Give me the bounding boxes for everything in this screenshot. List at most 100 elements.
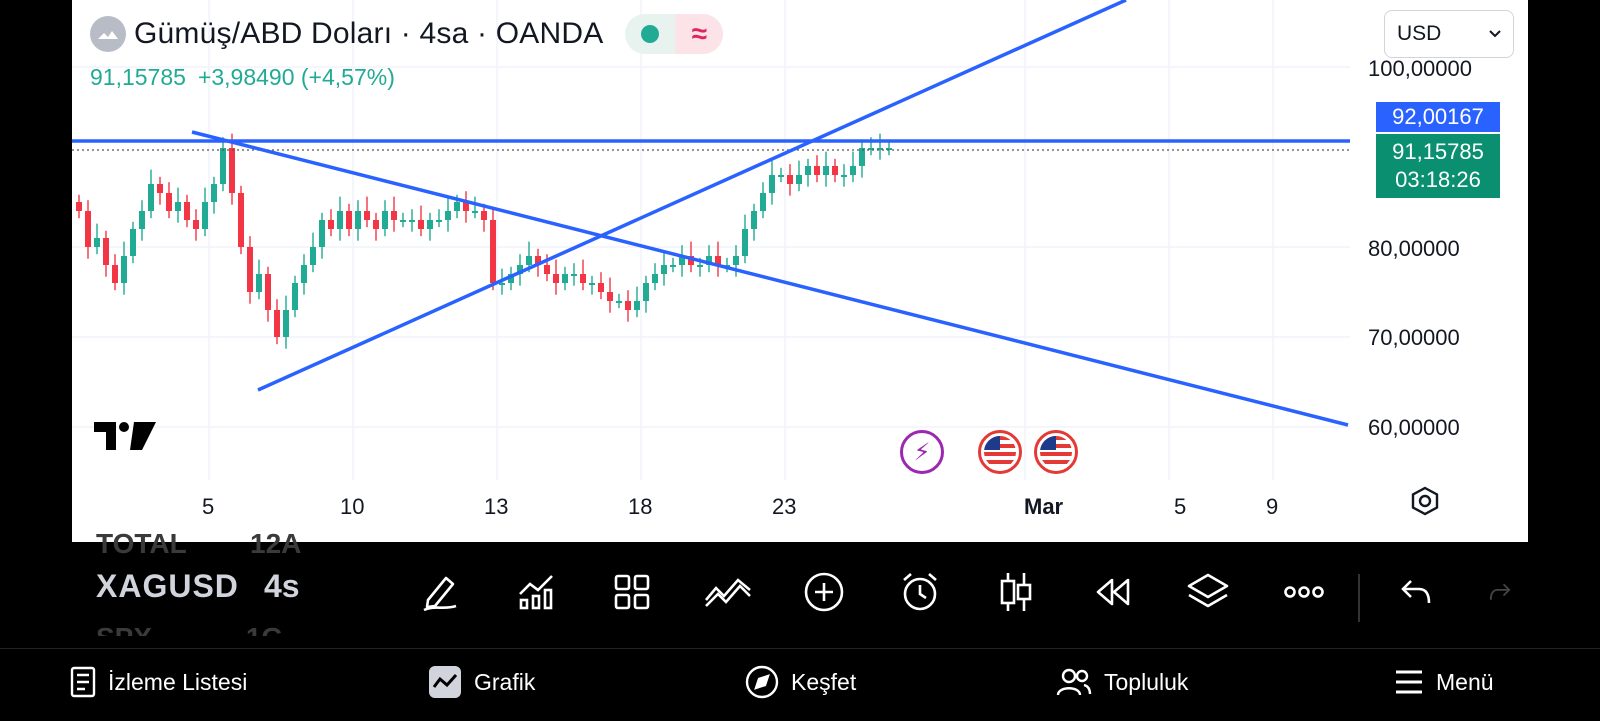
- descending-trendline: [191, 130, 1349, 427]
- candle-body: [706, 256, 712, 265]
- layouts-icon[interactable]: [608, 568, 656, 616]
- candle-body: [760, 193, 766, 211]
- candle-body: [670, 265, 676, 267]
- candle-body: [832, 166, 838, 175]
- candle-body: [661, 265, 667, 274]
- nav-watchlist-label: İzleme Listesi: [108, 668, 248, 695]
- candle-body: [139, 211, 145, 229]
- candle-body: [400, 220, 406, 222]
- candle-body: [94, 238, 100, 247]
- candle-body: [184, 202, 190, 220]
- time-axis-label: 23: [772, 494, 797, 519]
- candle-body: [868, 148, 874, 150]
- silver-logo-icon: [90, 16, 126, 52]
- candle-body: [859, 148, 865, 166]
- candle-body: [427, 220, 433, 229]
- candle-body: [310, 247, 316, 265]
- chart-settings-icon[interactable]: [1410, 486, 1440, 521]
- candle-body: [409, 220, 415, 222]
- candle-body: [481, 211, 487, 220]
- bar-countdown: 03:18:26: [1395, 167, 1481, 192]
- candle-body: [625, 301, 631, 310]
- candle-body: [544, 265, 550, 274]
- toolbar-divider: [1358, 574, 1360, 622]
- time-axis-label: 5: [1174, 494, 1187, 519]
- candle-body: [157, 184, 163, 193]
- candle-body: [130, 229, 136, 256]
- candle-body: [769, 175, 775, 193]
- candle-body: [328, 220, 334, 229]
- candle-body: [850, 166, 856, 175]
- candle-body: [517, 265, 523, 274]
- last-price-tag: 91,15785 03:18:26: [1376, 134, 1500, 198]
- symbol-header[interactable]: Gümüş/ABD Doları · 4sa · OANDA ≈: [90, 14, 724, 54]
- flash-event-icon[interactable]: ⚡: [900, 430, 944, 474]
- candle-body: [148, 184, 154, 211]
- candle-body: [490, 220, 496, 283]
- candle-body: [751, 211, 757, 229]
- candle-body: [229, 148, 235, 193]
- candle-body: [499, 283, 505, 285]
- candle-body: [733, 256, 739, 265]
- us-flag-event-icon[interactable]: [1034, 430, 1078, 474]
- candle-body: [796, 175, 802, 184]
- nav-community[interactable]: Topluluk: [1056, 654, 1188, 710]
- candle-body: [373, 220, 379, 229]
- nav-chart[interactable]: Grafik: [428, 654, 535, 710]
- alarm-icon[interactable]: [896, 568, 944, 616]
- candle-body: [508, 274, 514, 283]
- status-pill[interactable]: ≈: [625, 14, 724, 54]
- ascending-trendline: [257, 0, 1127, 392]
- candle-body: [886, 148, 892, 150]
- community-icon: [1056, 668, 1092, 696]
- candle-body: [535, 256, 541, 265]
- candle-body: [382, 211, 388, 229]
- symbol-name[interactable]: XAGUSD: [96, 568, 239, 604]
- us-flag-event-icon[interactable]: [978, 430, 1022, 474]
- redo-icon[interactable]: [1488, 568, 1512, 616]
- candle-body: [103, 238, 109, 265]
- candle-body: [553, 274, 559, 283]
- candle-body: [346, 211, 352, 229]
- price-chart[interactable]: [72, 0, 1528, 542]
- indicators-icon[interactable]: [512, 568, 560, 616]
- nav-chart-label: Grafik: [474, 668, 536, 695]
- time-axis-label: 18: [628, 494, 653, 519]
- add-icon[interactable]: [800, 568, 848, 616]
- candle-body: [445, 211, 451, 220]
- more-icon[interactable]: [1280, 568, 1328, 616]
- layers-icon[interactable]: [1184, 568, 1232, 616]
- candle-body: [418, 220, 424, 229]
- symbol-prev[interactable]: TOTAL 12A: [96, 528, 302, 559]
- symbol-title: Gümüş/ABD Doları · 4sa · OANDA: [134, 17, 604, 50]
- candle-body: [364, 211, 370, 220]
- quote-line: 91,15785 +3,98490 (+4,57%): [90, 64, 407, 91]
- pencil-icon[interactable]: [416, 568, 464, 616]
- candle-body: [823, 166, 829, 175]
- horizontal-line-price-tag[interactable]: 92,00167: [1376, 102, 1500, 132]
- candle-body: [292, 283, 298, 310]
- watchlist-icon: [70, 666, 96, 698]
- candle-body: [805, 166, 811, 175]
- drawings-icon[interactable]: [704, 568, 752, 616]
- tradingview-logo-icon: [94, 420, 156, 457]
- candles-icon[interactable]: [992, 568, 1040, 616]
- candle-body: [742, 229, 748, 256]
- candle-body: [166, 193, 172, 211]
- currency-select[interactable]: USD: [1384, 10, 1514, 58]
- nav-menu-label: Menü: [1436, 668, 1494, 695]
- candle-body: [616, 301, 622, 303]
- undo-icon[interactable]: [1392, 568, 1440, 616]
- chevron-down-icon: [1489, 30, 1501, 38]
- symbol-next[interactable]: SPX 1G: [96, 622, 283, 636]
- candle-body: [562, 274, 568, 283]
- nav-watchlist[interactable]: İzleme Listesi: [70, 654, 247, 710]
- nav-explore[interactable]: Keşfet: [745, 654, 856, 710]
- candle-body: [436, 220, 442, 222]
- replay-icon[interactable]: [1088, 568, 1136, 616]
- timeframe[interactable]: 4s: [264, 568, 300, 604]
- candle-body: [238, 193, 244, 247]
- nav-menu[interactable]: Menü: [1394, 654, 1494, 710]
- chart-panel[interactable]: Gümüş/ABD Doları · 4sa · OANDA ≈ 91,1578…: [72, 0, 1528, 542]
- nav-explore-label: Keşfet: [791, 668, 857, 695]
